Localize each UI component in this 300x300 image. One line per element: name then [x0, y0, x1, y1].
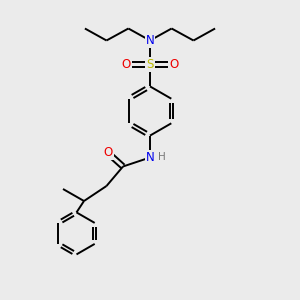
- Text: O: O: [103, 146, 112, 160]
- Text: N: N: [146, 34, 154, 47]
- Text: N: N: [146, 151, 154, 164]
- Text: H: H: [158, 152, 166, 163]
- Text: O: O: [169, 58, 178, 71]
- Text: O: O: [122, 58, 130, 71]
- Text: S: S: [146, 58, 154, 71]
